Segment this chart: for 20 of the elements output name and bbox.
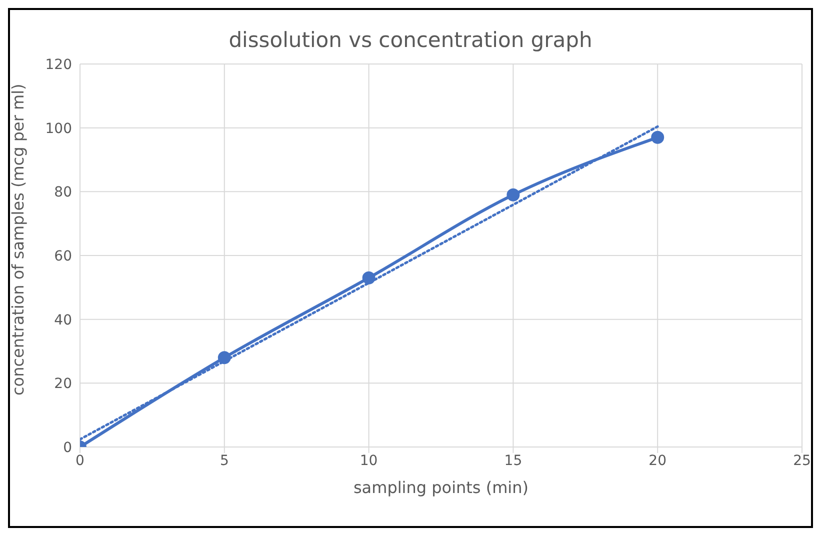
x-tick-label: 5 — [220, 452, 229, 469]
chart-title: dissolution vs concentration graph — [228, 28, 594, 52]
y-tick-label: 100 — [45, 120, 72, 137]
point — [651, 130, 664, 144]
x-tick-label: 20 — [648, 452, 667, 469]
y-tick-label: 40 — [54, 312, 72, 328]
x-tick-label: 25 — [793, 452, 811, 469]
y-tick-label: 120 — [45, 56, 72, 73]
x-tick-label: 10 — [360, 452, 378, 469]
y-axis-title: concentration of samples (mcg per ml) — [8, 84, 28, 396]
x-tick-label: 15 — [504, 452, 522, 469]
y-tick-label: 20 — [54, 376, 72, 392]
x-tick-label: 0 — [76, 452, 84, 469]
point — [506, 188, 520, 202]
y-tick-label: 60 — [54, 248, 72, 264]
point — [362, 271, 376, 284]
y-tick-label: 80 — [54, 184, 72, 201]
x-axis-title: sampling points (min) — [353, 478, 529, 497]
y-tick-label: 0 — [63, 440, 72, 456]
point — [218, 351, 231, 364]
